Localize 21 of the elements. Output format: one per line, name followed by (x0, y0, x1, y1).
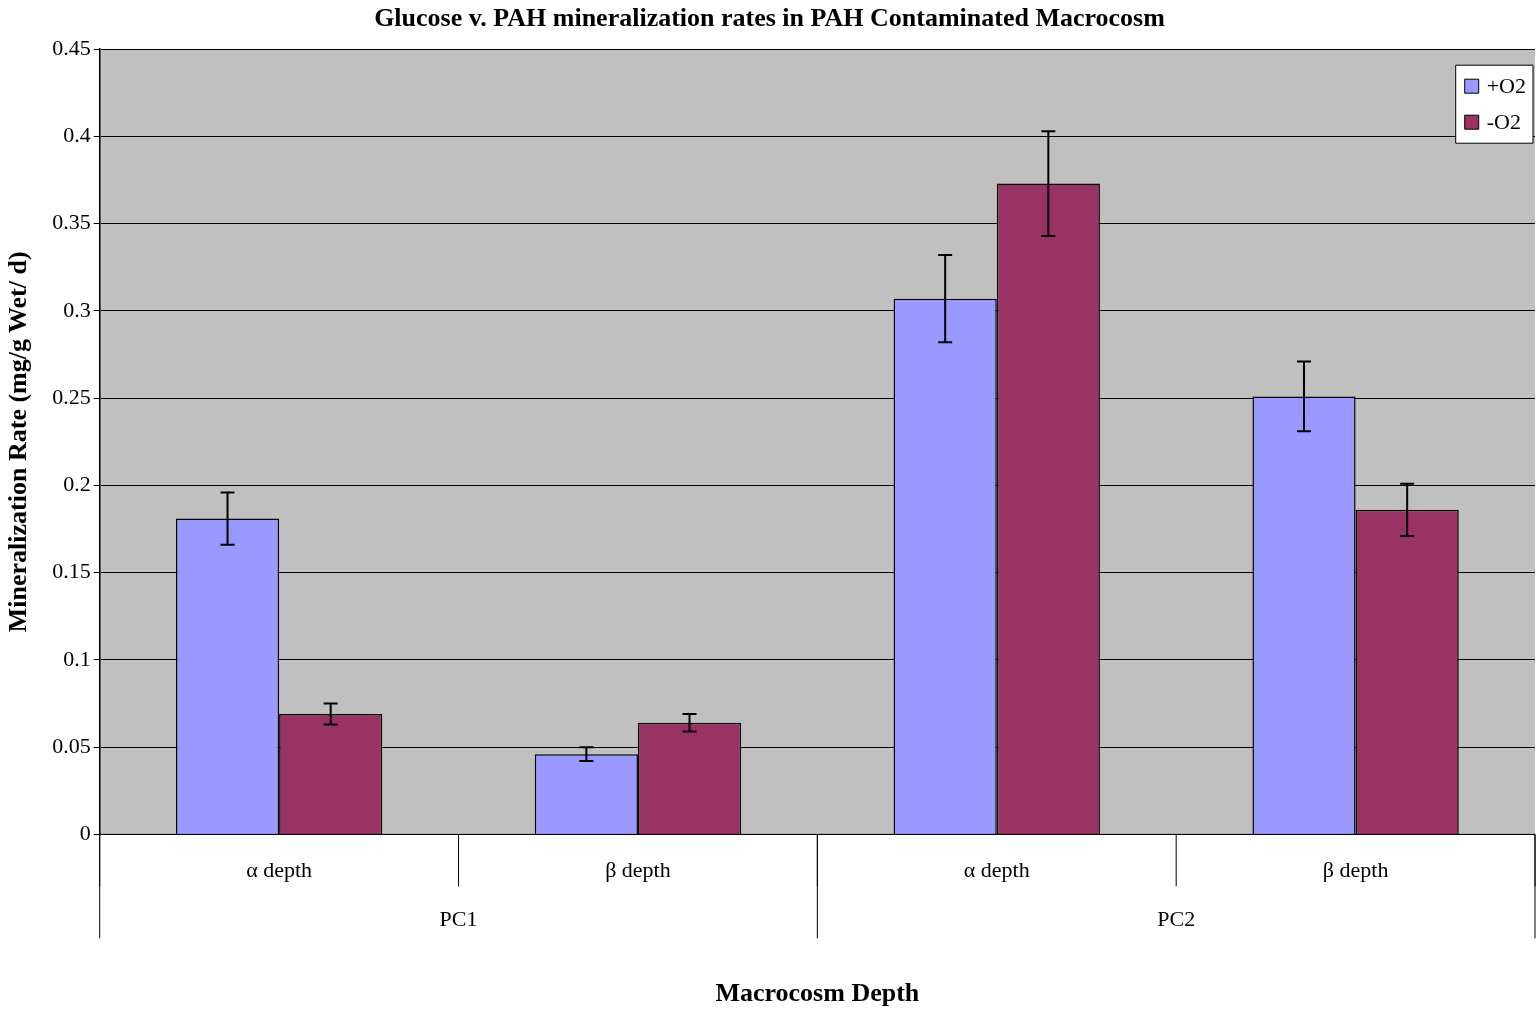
y-tick-label: 0.2 (63, 471, 91, 497)
y-tick-label: 0.1 (63, 645, 91, 671)
y-tick-label: 0.4 (63, 122, 91, 148)
x-tick-label: β depth (605, 857, 671, 883)
y-tick-label: 0.3 (63, 296, 91, 322)
y-axis-title: Mineralization Rate (mg/g Wet/ d) (3, 251, 33, 633)
y-tick-label: 0.15 (52, 558, 91, 584)
x-tick-label: α depth (963, 857, 1030, 883)
y-tick-label: 0 (79, 820, 91, 846)
text: PC2 (1157, 906, 1196, 932)
x-axis-title: Macrocosm Depth (715, 978, 920, 1008)
y-tick-label: 0.05 (52, 732, 91, 758)
x-tick-label: β depth (1322, 857, 1389, 883)
y-tick-label: 0.25 (52, 383, 91, 409)
chart-title: Glucose v. PAH mineralization rates in PAH Contaminated Macrocosm (374, 3, 1166, 33)
y-tick-label: 0.35 (52, 209, 91, 235)
legend-label: -O2 (1486, 108, 1521, 134)
y-tick-label: 0.45 (52, 34, 91, 60)
text: PC1 (439, 906, 478, 932)
legend-label: +O2 (1486, 72, 1526, 98)
x-tick-label: α depth (246, 857, 313, 883)
